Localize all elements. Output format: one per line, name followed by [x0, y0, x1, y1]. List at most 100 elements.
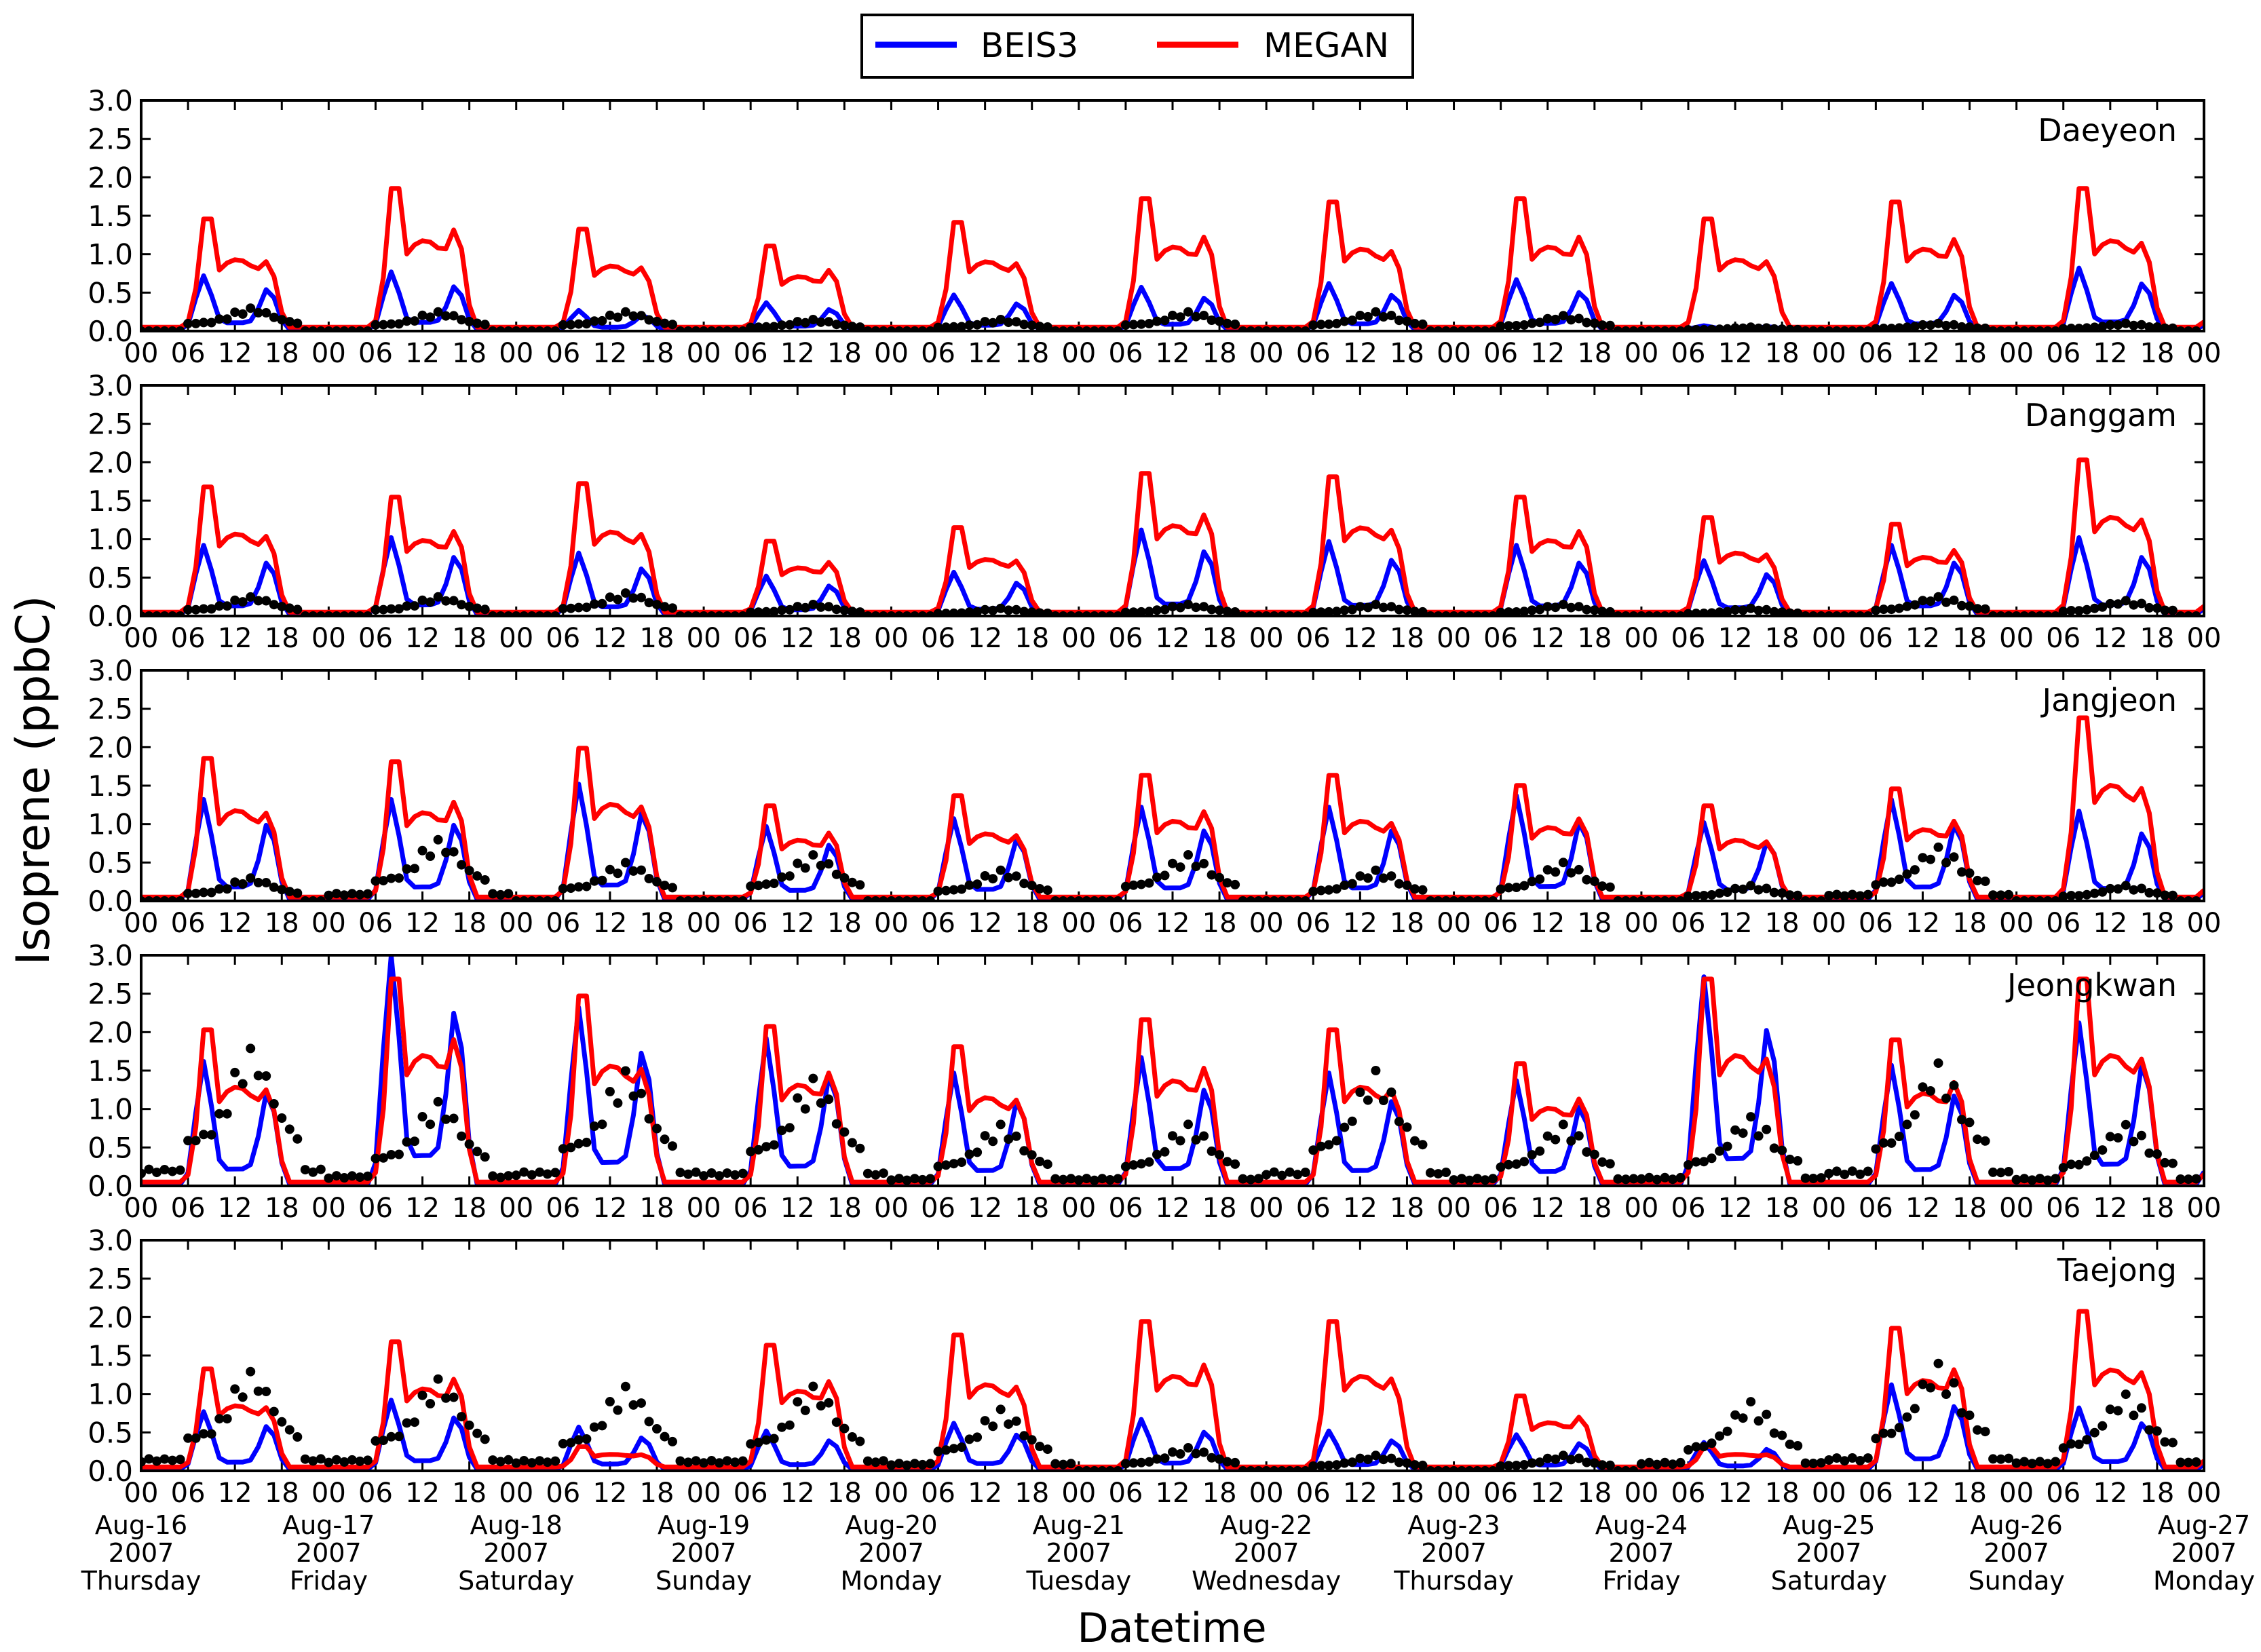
- obs-point: [1215, 872, 1225, 883]
- obs-point: [1824, 1455, 1834, 1465]
- obs-point: [1542, 865, 1553, 875]
- obs-point: [402, 1137, 412, 1147]
- obs-point: [449, 1392, 459, 1402]
- obs-point: [542, 1169, 552, 1179]
- obs-point: [589, 599, 599, 609]
- obs-point: [1566, 1455, 1576, 1465]
- obs-point: [1762, 883, 1772, 894]
- obs-point: [488, 1171, 498, 1181]
- obs-point: [1035, 1442, 1045, 1451]
- x-tick-label: 18: [2140, 1478, 2174, 1509]
- obs-point: [769, 607, 779, 616]
- date-label-weekday: Saturday: [458, 1566, 574, 1596]
- obs-point: [2066, 891, 2076, 900]
- obs-point: [1347, 1457, 1357, 1467]
- obs-point: [1019, 320, 1029, 330]
- obs-point: [1793, 890, 1803, 900]
- obs-point: [1551, 1134, 1561, 1145]
- obs-point: [1324, 319, 1334, 329]
- obs-point: [1355, 1088, 1365, 1097]
- obs-point: [847, 607, 857, 616]
- obs-point: [753, 881, 763, 891]
- obs-point: [964, 1434, 974, 1444]
- x-tick-label: 18: [1765, 623, 1800, 654]
- obs-point: [636, 865, 646, 875]
- obs-point: [2074, 606, 2084, 616]
- date-label-date: Aug-18: [470, 1510, 563, 1540]
- obs-point: [793, 602, 803, 612]
- obs-point: [410, 601, 419, 611]
- obs-point: [1128, 1160, 1139, 1170]
- obs-point: [2004, 889, 2014, 900]
- obs-point: [527, 1170, 537, 1180]
- obs-point: [433, 1374, 443, 1384]
- obs-point: [660, 881, 670, 891]
- obs-point: [675, 1168, 685, 1178]
- obs-point: [582, 319, 592, 329]
- obs-point: [1136, 319, 1146, 329]
- obs-point: [1394, 315, 1404, 326]
- obs-point: [1589, 318, 1599, 328]
- obs-point: [1160, 870, 1170, 881]
- obs-point: [1863, 1166, 1873, 1176]
- obs-point: [1910, 322, 1920, 331]
- obs-point: [457, 600, 467, 610]
- obs-point: [2144, 1148, 2154, 1158]
- obs-point: [1707, 890, 1717, 900]
- y-tick-label: 2.0: [88, 1016, 133, 1049]
- obs-point: [1410, 884, 1420, 894]
- obs-point: [613, 1405, 623, 1415]
- obs-point: [1722, 1426, 1732, 1436]
- obs-point: [597, 1421, 607, 1431]
- obs-point: [1691, 891, 1701, 901]
- obs-point: [1504, 607, 1514, 616]
- obs-point: [1035, 1157, 1045, 1166]
- obs-point: [386, 319, 396, 329]
- x-tick-label: 18: [1014, 1193, 1049, 1224]
- obs-point: [183, 1136, 193, 1146]
- obs-point: [2105, 598, 2115, 609]
- y-tick-label: 0.5: [88, 561, 133, 594]
- x-tick-label: 06: [171, 908, 206, 939]
- obs-point: [1684, 1160, 1693, 1170]
- obs-point: [495, 1172, 506, 1183]
- obs-point: [246, 873, 256, 883]
- obs-point: [1152, 1149, 1162, 1159]
- obs-point: [941, 322, 951, 331]
- obs-point: [730, 1170, 740, 1180]
- obs-point: [1340, 316, 1350, 326]
- obs-point: [1238, 1174, 1248, 1184]
- x-tick-label: 00: [687, 908, 721, 939]
- x-tick-label: 00: [1061, 1193, 1096, 1224]
- obs-point: [1206, 1453, 1217, 1463]
- obs-point: [2051, 1457, 2061, 1467]
- obs-point: [2097, 1421, 2108, 1431]
- y-tick-label: 2.0: [88, 446, 133, 479]
- x-tick-label: 18: [1390, 1193, 1424, 1224]
- obs-point: [2027, 1175, 2037, 1185]
- x-tick-label: 12: [968, 623, 1002, 654]
- panel-frame: [140, 99, 2205, 332]
- station-label: Jangjeon: [2040, 682, 2178, 718]
- date-label-year: 2007: [1421, 1538, 1487, 1568]
- obs-point: [1331, 1460, 1342, 1470]
- obs-point: [253, 596, 263, 606]
- x-tick-label: 06: [734, 338, 768, 369]
- x-tick-label: 18: [1014, 1478, 1049, 1509]
- obs-point: [894, 1459, 904, 1469]
- y-tick-label: 2.5: [88, 978, 133, 1011]
- obs-point: [1347, 315, 1357, 326]
- obs-point: [988, 1136, 998, 1147]
- obs-point: [1175, 1449, 1185, 1459]
- obs-point: [480, 875, 490, 885]
- obs-point: [425, 597, 436, 607]
- x-tick-label: 12: [405, 338, 440, 369]
- obs-point: [1558, 311, 1568, 321]
- x-tick-label: 00: [1624, 1478, 1658, 1509]
- obs-point: [761, 1435, 772, 1445]
- obs-point: [1886, 1138, 1897, 1148]
- obs-point: [1222, 318, 1232, 328]
- panel-taejong: 0.0 0.5 1.0 1.5 2.0 2.5 3.0 00 06 12 18 00 06 12 18 00 0…: [88, 1224, 2221, 1509]
- obs-point: [1918, 853, 1928, 863]
- obs-point: [1878, 1138, 1888, 1148]
